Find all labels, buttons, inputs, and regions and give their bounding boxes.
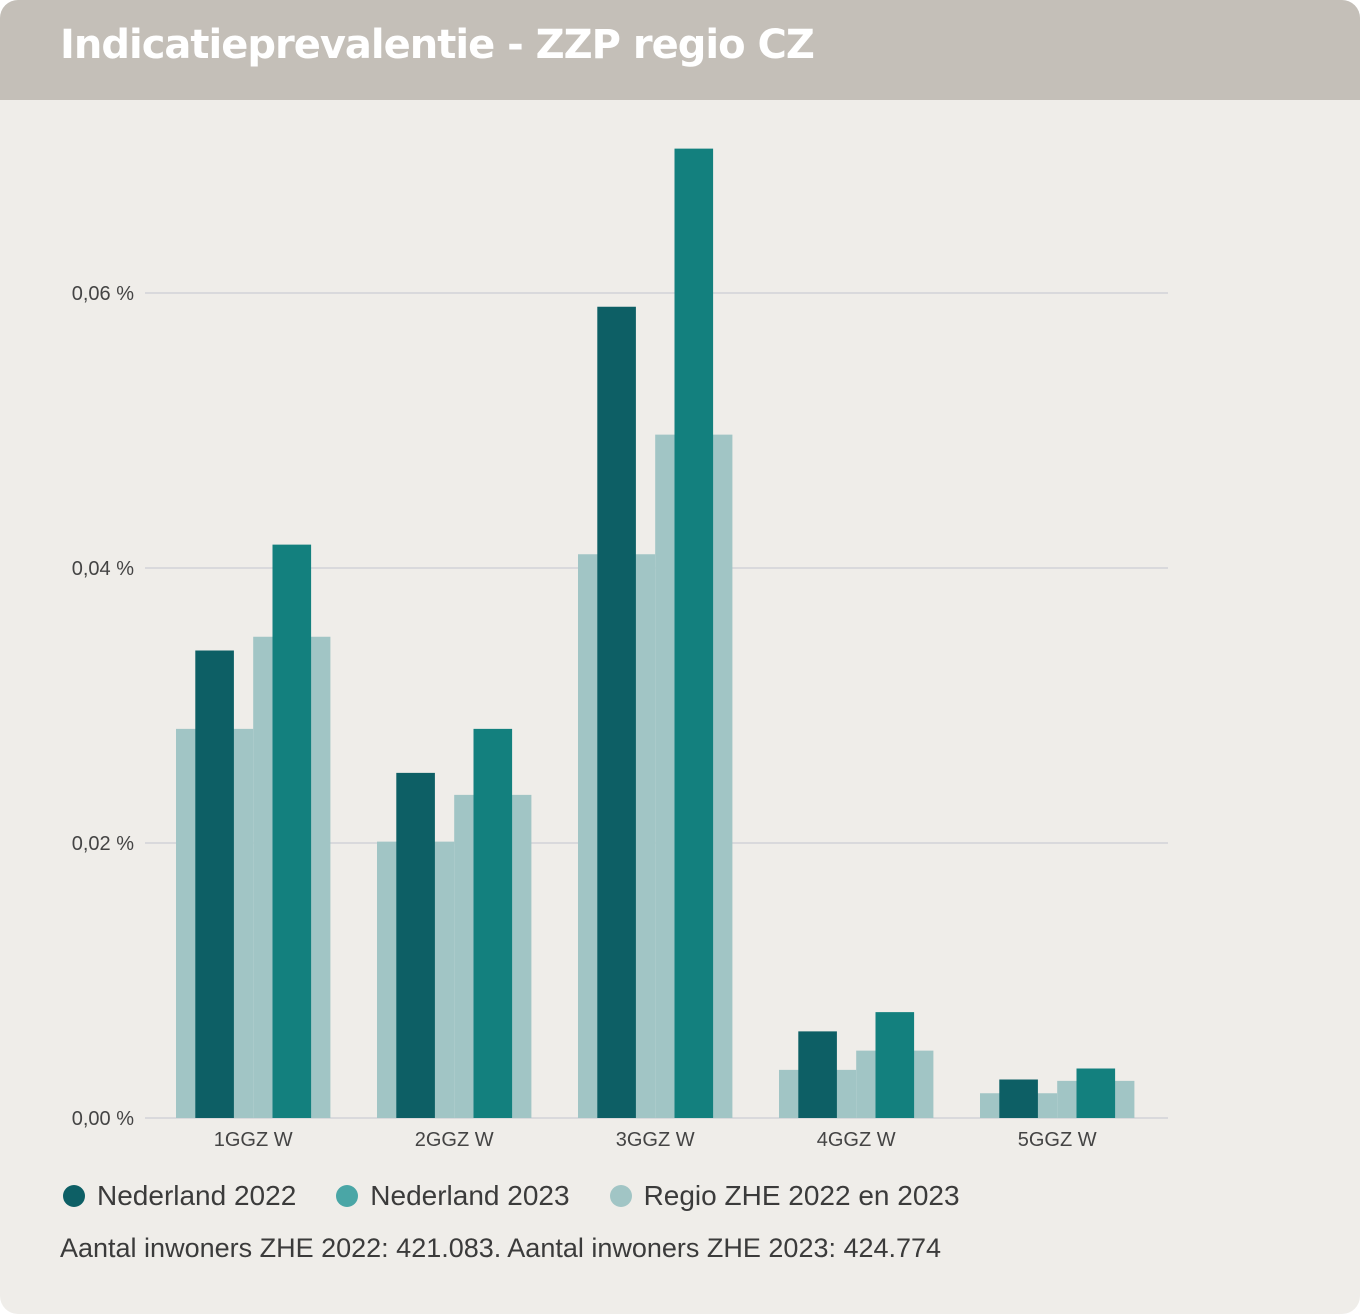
bar-nederland-2022 xyxy=(999,1079,1038,1118)
legend-item-nederland-2022: Nederland 2022 xyxy=(63,1180,296,1212)
x-tick-label: 3GGZ W xyxy=(616,1129,695,1151)
bars xyxy=(176,148,1135,1118)
legend-label-regio: Regio ZHE 2022 en 2023 xyxy=(643,1180,960,1211)
x-axis-labels: 1GGZ W 2GGZ W 3GGZ W 4GGZ W 5GGZ W xyxy=(214,1129,1097,1151)
y-axis-labels: 0,00 % 0,02 % 0,04 % 0,06 % xyxy=(72,283,134,1130)
bar-nederland-2022 xyxy=(798,1031,837,1118)
y-tick-label: 0,06 % xyxy=(72,283,134,305)
legend-marker-nederland-2023 xyxy=(336,1185,359,1207)
legend-item-regio: Regio ZHE 2022 en 2023 xyxy=(609,1180,960,1212)
x-tick-label: 5GGZ W xyxy=(1018,1129,1097,1151)
chart-title: Indicatieprevalentie - ZZP regio CZ xyxy=(60,22,815,68)
legend-marker-regio xyxy=(609,1185,632,1207)
y-tick-label: 0,02 % xyxy=(72,833,134,855)
bar-nederland-2023 xyxy=(674,148,714,1118)
bar-nederland-2023 xyxy=(1076,1068,1116,1118)
header-bar: Indicatieprevalentie - ZZP regio CZ xyxy=(0,0,1360,100)
x-tick-label: 1GGZ W xyxy=(214,1129,293,1151)
legend: Nederland 2022 Nederland 2023 Regio ZHE … xyxy=(63,1180,1000,1212)
legend-item-nederland-2023: Nederland 2023 xyxy=(336,1180,570,1212)
footnote: Aantal inwoners ZHE 2022: 421.083. Aanta… xyxy=(60,1233,942,1263)
x-tick-label: 4GGZ W xyxy=(817,1129,896,1151)
bar-nederland-2023 xyxy=(473,728,513,1118)
bar-nederland-2023 xyxy=(272,544,312,1118)
x-tick-label: 2GGZ W xyxy=(415,1129,494,1151)
bar-nederland-2022 xyxy=(396,772,435,1118)
y-tick-label: 0,04 % xyxy=(72,558,134,580)
bar-chart: 0,00 % 0,02 % 0,04 % 0,06 % 1GGZ W 2GGZ W 3GG… xyxy=(72,148,1168,1151)
legend-label-nederland-2022: Nederland 2022 xyxy=(97,1180,297,1211)
legend-marker-nederland-2022 xyxy=(63,1185,85,1207)
legend-label-nederland-2023: Nederland 2023 xyxy=(370,1180,570,1211)
bar-nederland-2022 xyxy=(195,650,234,1118)
bar-nederland-2022 xyxy=(597,306,636,1118)
bar-nederland-2023 xyxy=(875,1012,915,1118)
y-tick-label: 0,00 % xyxy=(72,1108,134,1130)
